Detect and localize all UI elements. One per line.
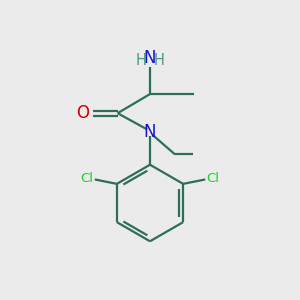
Text: N: N xyxy=(144,123,156,141)
Text: N: N xyxy=(144,49,156,67)
Text: Cl: Cl xyxy=(80,172,93,185)
Text: O: O xyxy=(76,104,89,122)
Text: H: H xyxy=(153,53,164,68)
Text: H: H xyxy=(136,53,147,68)
Text: Cl: Cl xyxy=(207,172,220,185)
